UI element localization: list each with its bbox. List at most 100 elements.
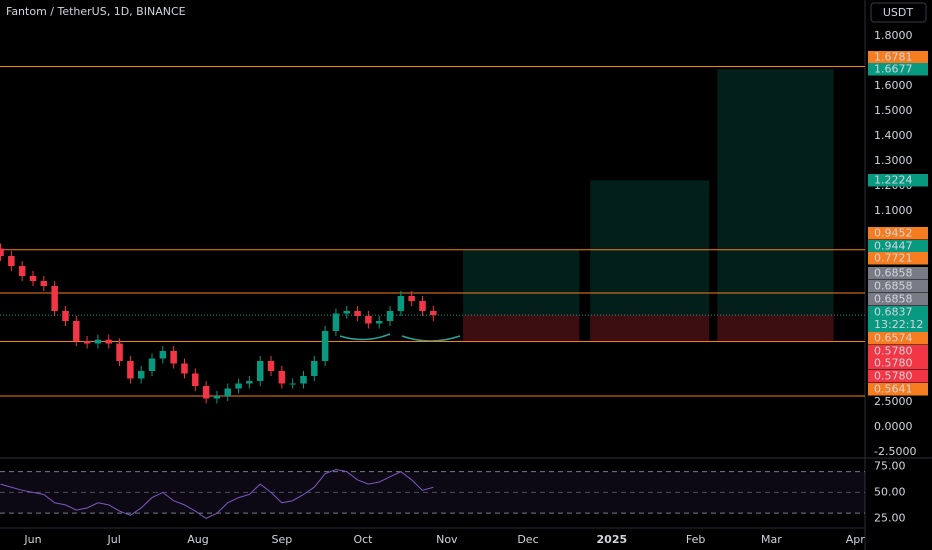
candle-body [148, 358, 156, 371]
candle-body [354, 311, 361, 316]
x-tick-label: Mar [761, 533, 782, 546]
candle-body [267, 361, 275, 371]
rsi-tick-label: 75.00 [874, 459, 906, 472]
price-tag-label: 0.6574 [874, 332, 913, 345]
price-tag-bg [868, 370, 928, 383]
candle-body [256, 361, 264, 381]
x-tick-label: Oct [353, 533, 373, 546]
price-tag: 0.6858 [868, 267, 928, 280]
price-tag-bg [868, 383, 928, 396]
candle-body [300, 376, 307, 384]
price-tag-bg [868, 332, 928, 345]
price-tag-bg [868, 357, 928, 370]
profit-zone [590, 180, 710, 315]
price-tag-label: 0.9447 [874, 240, 913, 253]
price-tag: 1.6677 [868, 63, 928, 76]
candle-body [29, 276, 37, 281]
x-tick-label: Feb [686, 533, 705, 546]
profit-zone [463, 249, 580, 315]
price-tag: 0.5780 [868, 357, 928, 370]
price-tag: 1.6781 [868, 51, 928, 64]
candle-body [94, 339, 102, 344]
candle-body [127, 361, 134, 379]
loss-zone [590, 314, 710, 342]
price-tag: 0.5641 [868, 383, 928, 396]
y-tick-label: 1.5000 [874, 104, 913, 117]
price-tag: 0.6574 [868, 332, 928, 345]
price-tag-bg [868, 345, 928, 358]
candle-body [181, 363, 188, 374]
rsi-tick-label: 25.00 [874, 511, 906, 524]
price-tag-label: 1.6781 [874, 51, 913, 64]
price-tag-bg [868, 293, 928, 306]
candle-body [137, 371, 145, 379]
price-tag-bg [868, 227, 928, 240]
candle-body [105, 339, 112, 344]
price-tag-label: 0.6858 [874, 293, 913, 306]
price-tag-label: 0.5780 [874, 370, 913, 383]
candle-body [18, 266, 26, 276]
candle-body [73, 321, 80, 341]
y-tick-label: 1.3000 [874, 154, 913, 167]
price-tag-label: 0.7721 [874, 252, 913, 265]
candle-body [8, 256, 15, 266]
price-tag: 0.5780 [868, 370, 928, 383]
y-tick-label: 1.4000 [874, 129, 913, 142]
price-tag-bg [868, 174, 928, 187]
price-tag-bg [868, 63, 928, 76]
price-tag-label: 0.6858 [874, 280, 913, 293]
x-tick-label: Nov [436, 533, 458, 546]
x-tick-label: Sep [271, 533, 292, 546]
candle-body [202, 386, 210, 399]
price-tag-bg [868, 51, 928, 64]
price-tag-bg [868, 306, 928, 332]
x-tick-label: 2025 [597, 533, 628, 546]
price-tag-bg [868, 252, 928, 265]
price-tag: 0.9452 [868, 227, 928, 240]
price-tag-label: 0.6837 [874, 306, 913, 319]
price-tag-bg [868, 240, 928, 253]
candle-body [40, 281, 48, 286]
candle-body [51, 286, 58, 311]
candle-body [408, 296, 415, 301]
price-tag: 0.6858 [868, 280, 928, 293]
loss-zone [463, 314, 580, 342]
y-tick-label: 1.6000 [874, 79, 913, 92]
candle-body [246, 381, 253, 384]
price-tag-label: 1.2224 [874, 174, 913, 187]
candle-body [159, 351, 167, 359]
x-tick-label: Apr [846, 533, 866, 546]
currency-label[interactable]: USDT [883, 6, 914, 19]
candle-body [62, 311, 69, 321]
price-tag-label: 0.9452 [874, 227, 913, 240]
candle-body [192, 373, 199, 386]
loss-zone [717, 314, 834, 342]
chart-title: Fantom / TetherUS, 1D, BINANCE [6, 5, 186, 18]
candle-body [213, 396, 221, 399]
candle-body [419, 301, 426, 311]
candle-body [235, 383, 242, 389]
currency-button[interactable] [870, 2, 927, 23]
candle-body [278, 371, 286, 384]
candle-body [397, 296, 405, 311]
candle-body [430, 311, 437, 316]
candle-body [0, 248, 4, 256]
x-tick-label: Dec [517, 533, 538, 546]
x-tick-label: Jun [23, 533, 41, 546]
price-tag-label: 0.5780 [874, 357, 913, 370]
countdown: 13:22:12 [874, 318, 923, 331]
rsi-line [0, 469, 434, 519]
price-tag: 1.2224 [868, 174, 928, 187]
rsi-tick-label: 50.00 [874, 485, 906, 498]
candle-body [321, 331, 329, 361]
candle-body [83, 341, 91, 344]
price-tag-bg [868, 280, 928, 293]
candle-body [343, 311, 351, 314]
candle-body [365, 316, 372, 324]
osc-tick-label: 2.5000 [874, 395, 913, 408]
osc-tick-label: -2.5000 [874, 445, 916, 458]
candle-body [224, 388, 231, 396]
candle-body [375, 321, 383, 324]
